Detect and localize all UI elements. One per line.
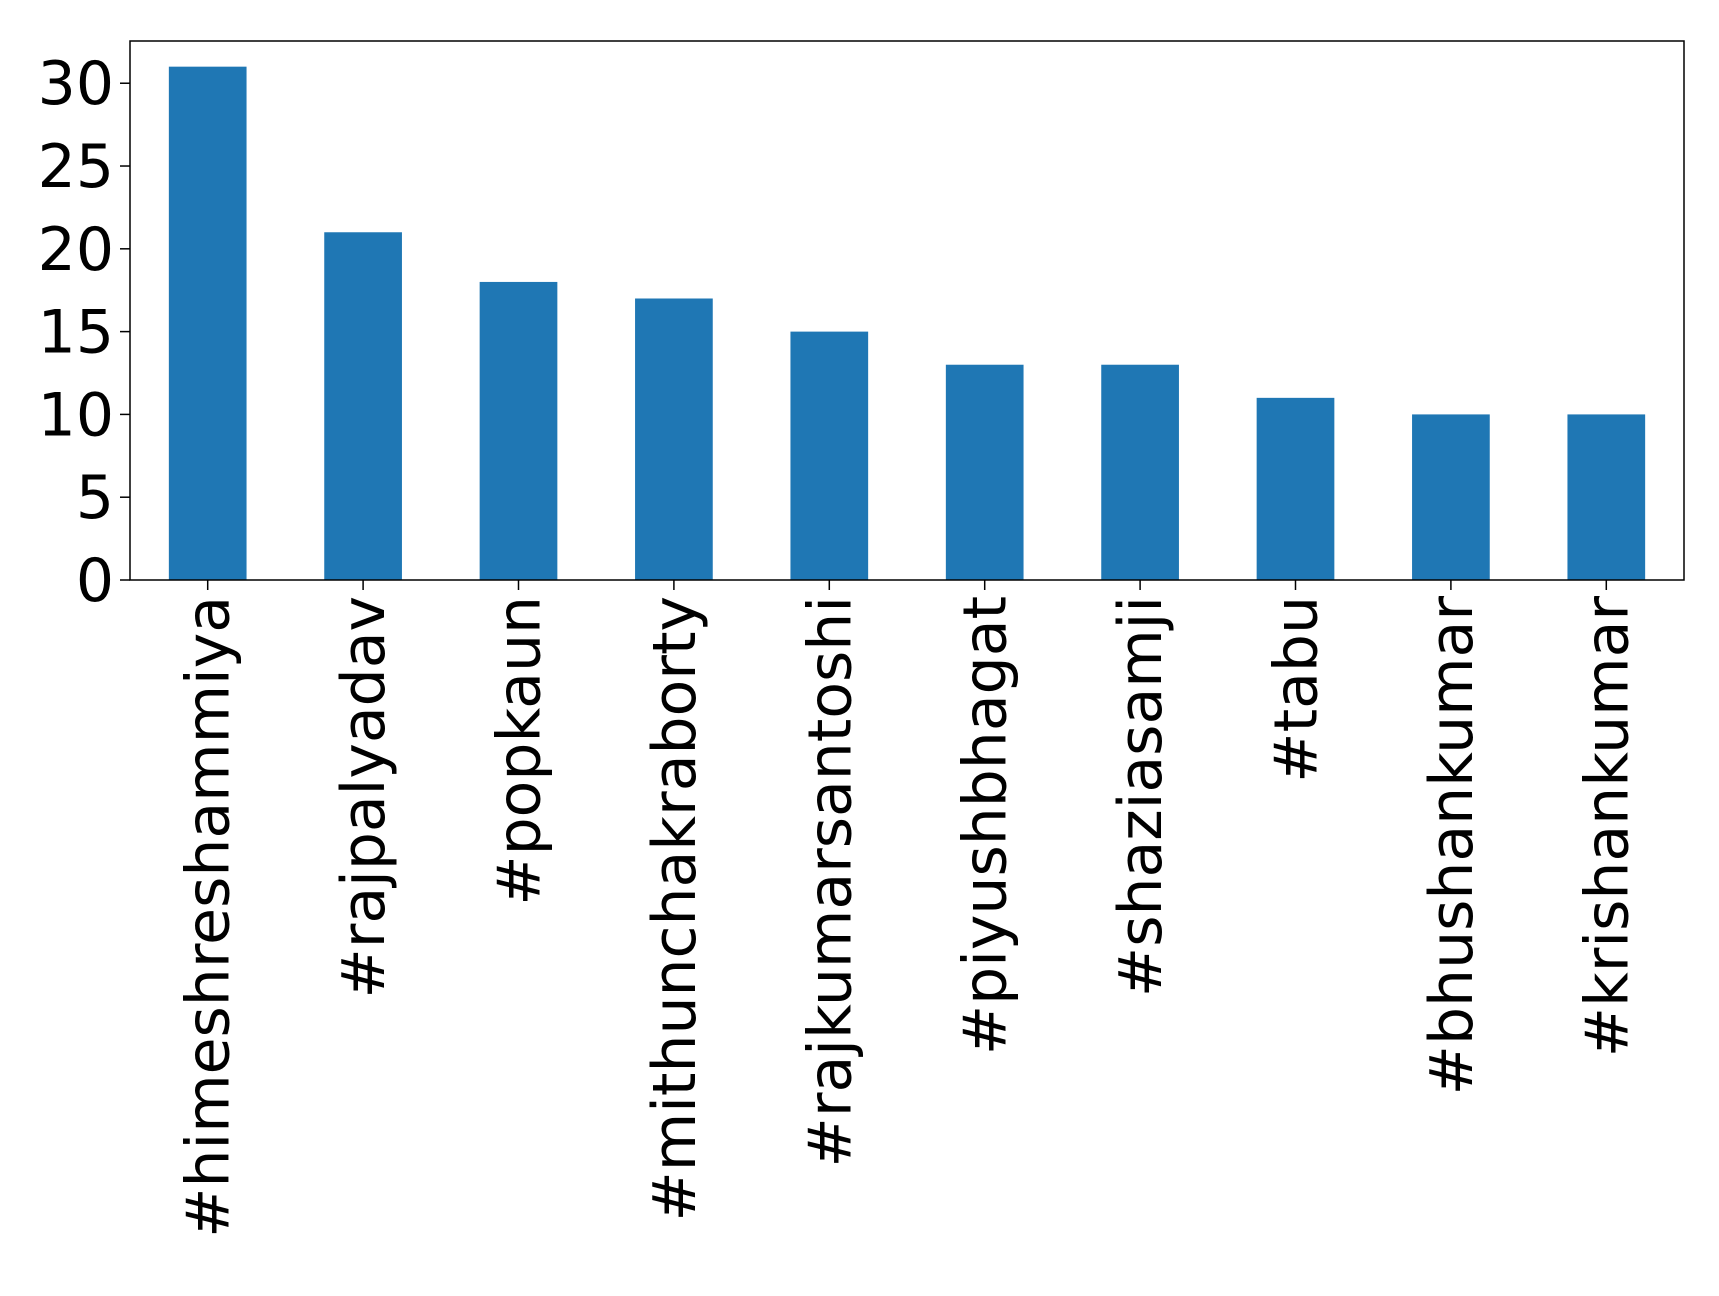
y-tick-label: 10 bbox=[38, 380, 114, 450]
x-tick-label: #himeshreshammiya bbox=[174, 596, 244, 1238]
y-tick-label: 0 bbox=[76, 546, 114, 616]
bar bbox=[1412, 414, 1490, 580]
bar bbox=[1567, 414, 1646, 580]
bar bbox=[790, 331, 869, 580]
x-tick-label: #rajpalyadav bbox=[329, 596, 399, 999]
plot-frame bbox=[129, 40, 1685, 581]
x-tick-label: #shaziasamji bbox=[1106, 596, 1176, 997]
bar bbox=[1101, 364, 1179, 580]
x-tick-label: #tabu bbox=[1262, 596, 1332, 783]
bar bbox=[945, 364, 1024, 580]
y-tick-label: 20 bbox=[38, 215, 114, 285]
y-tick-label: 30 bbox=[38, 49, 114, 119]
bar bbox=[168, 66, 247, 580]
x-tick-label: #krishankumar bbox=[1572, 596, 1642, 1058]
bar bbox=[635, 298, 713, 580]
bar bbox=[324, 232, 402, 581]
y-tick-label: 5 bbox=[76, 463, 114, 533]
x-tick-label: #popkaun bbox=[485, 596, 555, 906]
x-tick-label: #bhushankumar bbox=[1417, 596, 1487, 1096]
x-tick-label: #rajkumarsantoshi bbox=[795, 596, 865, 1167]
bar bbox=[1256, 397, 1335, 580]
y-tick-label: 15 bbox=[38, 298, 114, 368]
bar bbox=[479, 281, 558, 580]
x-tick-label: #piyushbhagat bbox=[951, 596, 1021, 1055]
y-tick-label: 25 bbox=[38, 132, 114, 202]
x-tick-label: #mithunchakraborty bbox=[640, 596, 710, 1221]
